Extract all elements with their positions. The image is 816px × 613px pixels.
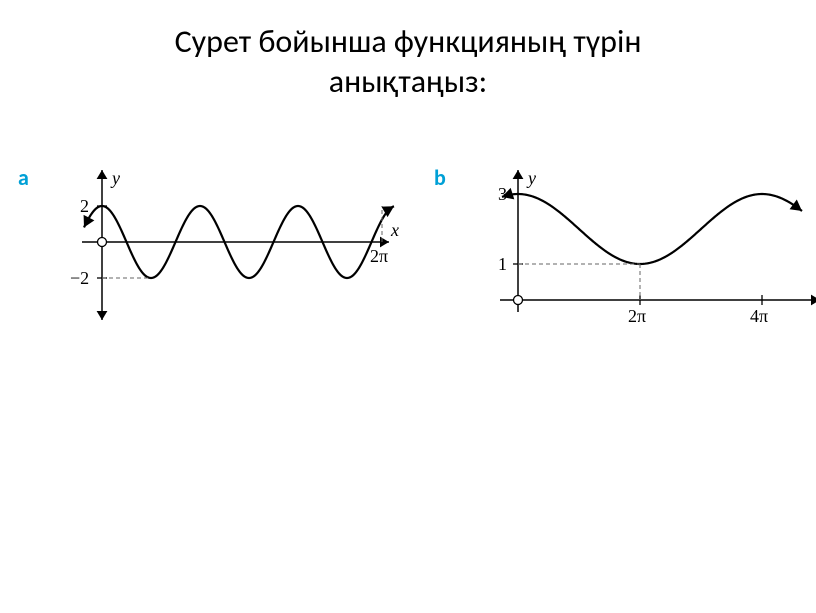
svg-text:x: x xyxy=(390,220,399,240)
svg-text:−2: −2 xyxy=(70,268,89,288)
svg-text:4π: 4π xyxy=(750,306,768,326)
title-line-1: Сурет бойынша функцияның түрін xyxy=(175,22,642,61)
svg-text:2: 2 xyxy=(80,196,89,216)
svg-text:1: 1 xyxy=(498,254,507,274)
chart-b-label: b xyxy=(434,164,454,191)
svg-text:2π: 2π xyxy=(370,246,388,266)
chart-a-label: a xyxy=(18,164,38,191)
charts-container: a 2−2yx2π b 312π4πyx xyxy=(0,162,816,332)
svg-text:y: y xyxy=(526,168,536,188)
svg-text:y: y xyxy=(110,168,120,188)
chart-b-svg: 312π4πyx xyxy=(460,162,816,332)
chart-a-svg: 2 −2 y x2π xyxy=(44,162,414,332)
chart-b-block: b 312π4πyx xyxy=(434,162,816,332)
chart-a-block: a 2 −2 y x2π xyxy=(18,162,414,332)
svg-text:2π: 2π xyxy=(628,306,646,326)
page-title: Сурет бойынша функцияның түрін анықтаңыз… xyxy=(0,0,816,102)
title-line-2: анықтаңыз: xyxy=(329,62,487,101)
